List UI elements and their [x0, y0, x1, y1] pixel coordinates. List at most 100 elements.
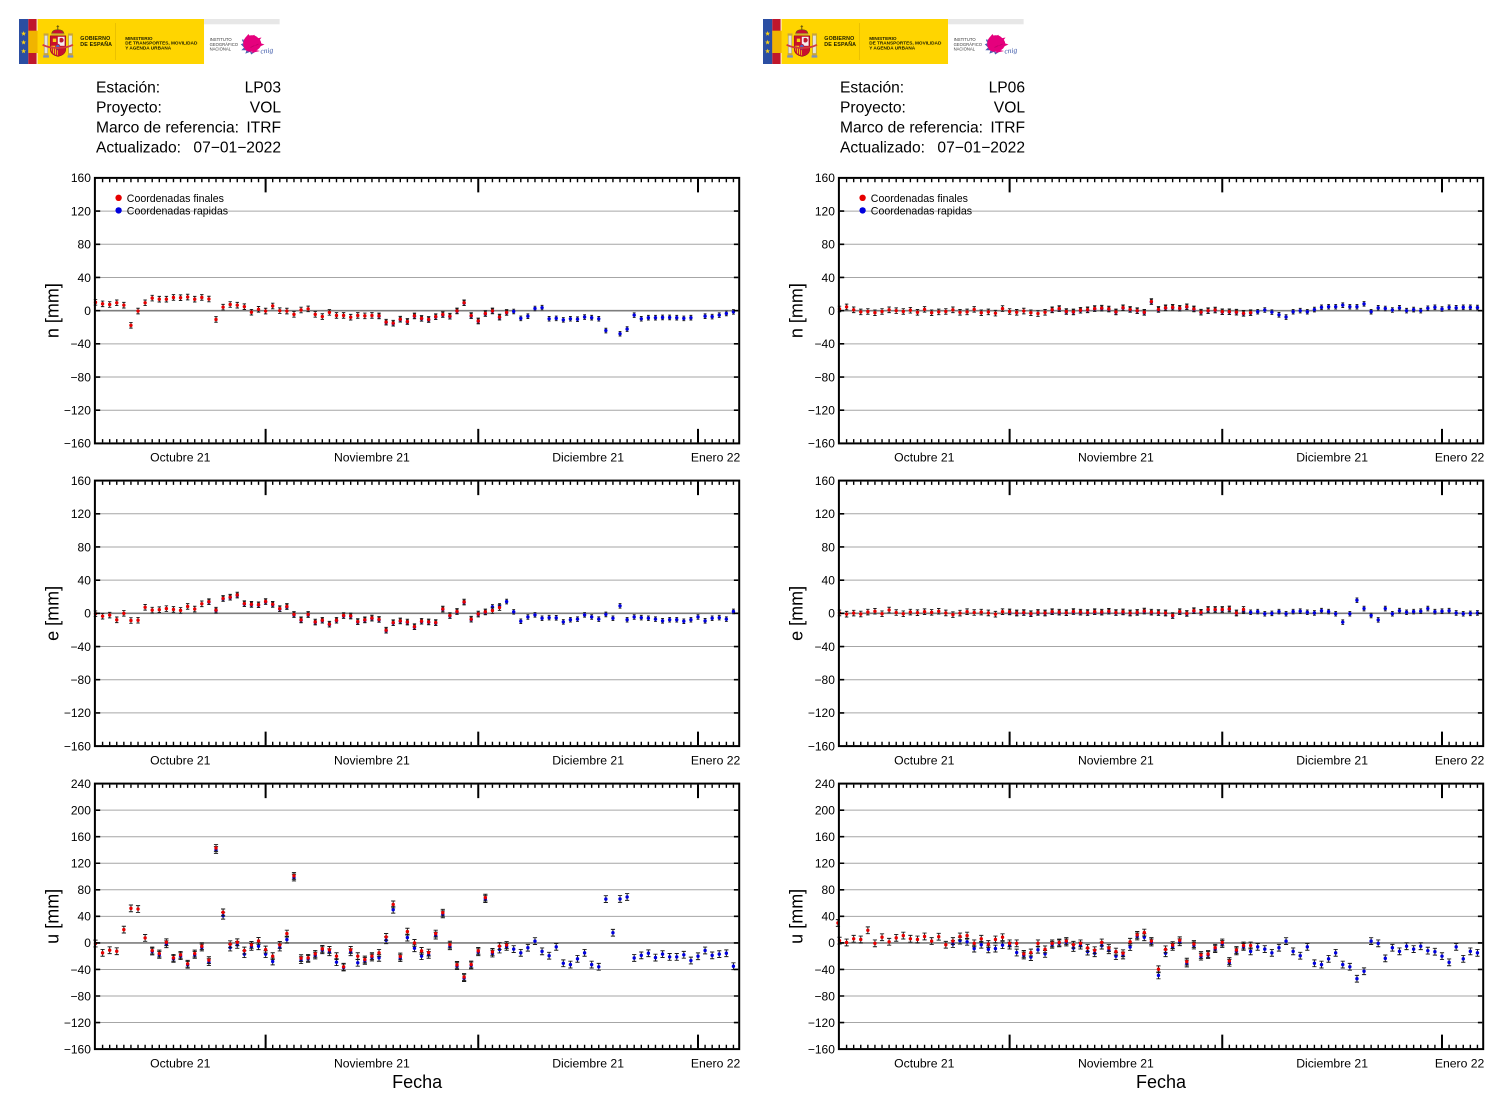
- svg-text:−120: −120: [64, 1016, 91, 1030]
- svg-text:80: 80: [78, 540, 92, 554]
- svg-text:−40: −40: [71, 640, 92, 654]
- svg-text:120: 120: [815, 204, 835, 218]
- svg-text:80: 80: [78, 883, 92, 897]
- svg-text:120: 120: [815, 507, 835, 521]
- svg-text:Actualizado:: Actualizado:: [840, 139, 925, 156]
- svg-text:Marco de referencia:: Marco de referencia:: [840, 119, 983, 136]
- svg-text:Estación:: Estación:: [840, 79, 904, 96]
- svg-text:Diciembre 21: Diciembre 21: [1296, 753, 1368, 767]
- svg-text:Enero 22: Enero 22: [691, 1056, 741, 1070]
- svg-text:0: 0: [828, 936, 835, 950]
- svg-text:Diciembre 21: Diciembre 21: [552, 451, 624, 465]
- svg-text:DE TRANSPORTES, MOVILIDAD: DE TRANSPORTES, MOVILIDAD: [125, 41, 198, 46]
- svg-text:u [mm]: u [mm]: [787, 889, 807, 944]
- svg-text:Diciembre 21: Diciembre 21: [552, 753, 624, 767]
- svg-text:−120: −120: [808, 706, 835, 720]
- svg-text:−80: −80: [71, 673, 92, 687]
- svg-text:160: 160: [71, 474, 91, 488]
- svg-text:Proyecto:: Proyecto:: [840, 99, 906, 116]
- svg-text:e [mm]: e [mm]: [43, 586, 63, 641]
- svg-text:−40: −40: [71, 963, 92, 977]
- svg-text:LP03: LP03: [245, 79, 281, 96]
- svg-text:INSTITUTO: INSTITUTO: [210, 37, 233, 42]
- svg-text:160: 160: [815, 830, 835, 844]
- svg-text:40: 40: [822, 910, 836, 924]
- svg-text:NACIONAL: NACIONAL: [954, 47, 976, 52]
- svg-text:Enero 22: Enero 22: [691, 753, 741, 767]
- svg-text:−120: −120: [64, 706, 91, 720]
- svg-text:LP06: LP06: [989, 79, 1025, 96]
- svg-text:Actualizado:: Actualizado:: [96, 139, 181, 156]
- svg-text:Noviembre 21: Noviembre 21: [334, 753, 410, 767]
- svg-text:Octubre 21: Octubre 21: [894, 753, 955, 767]
- svg-text:NACIONAL: NACIONAL: [210, 47, 232, 52]
- svg-text:DE ESPAÑA: DE ESPAÑA: [80, 41, 112, 48]
- svg-text:40: 40: [822, 573, 836, 587]
- svg-text:Octubre 21: Octubre 21: [894, 1056, 955, 1070]
- svg-text:Diciembre 21: Diciembre 21: [552, 1056, 624, 1070]
- svg-text:0: 0: [828, 304, 835, 318]
- svg-text:MINISTERIO: MINISTERIO: [869, 36, 897, 41]
- svg-text:ITRF: ITRF: [246, 119, 281, 136]
- svg-text:0: 0: [84, 304, 91, 318]
- svg-text:160: 160: [71, 830, 91, 844]
- svg-text:VOL: VOL: [994, 99, 1026, 116]
- svg-text:−40: −40: [815, 337, 836, 351]
- svg-text:n [mm]: n [mm]: [787, 283, 807, 338]
- svg-text:Proyecto:: Proyecto:: [96, 99, 162, 116]
- svg-text:Y AGENDA URBANA: Y AGENDA URBANA: [125, 46, 172, 51]
- svg-text:160: 160: [71, 171, 91, 185]
- svg-text:Fecha: Fecha: [1136, 1072, 1187, 1092]
- svg-text:120: 120: [71, 507, 91, 521]
- svg-text:80: 80: [822, 883, 836, 897]
- svg-text:07−01−2022: 07−01−2022: [193, 139, 281, 156]
- svg-text:cnig: cnig: [260, 45, 274, 55]
- svg-text:GOBIERNO: GOBIERNO: [824, 36, 854, 42]
- svg-text:80: 80: [78, 238, 92, 252]
- svg-text:Noviembre 21: Noviembre 21: [334, 1056, 410, 1070]
- svg-text:40: 40: [78, 573, 92, 587]
- svg-text:Enero 22: Enero 22: [1435, 451, 1485, 465]
- svg-text:Fecha: Fecha: [392, 1072, 443, 1092]
- svg-text:200: 200: [815, 803, 835, 817]
- svg-text:Enero 22: Enero 22: [1435, 753, 1485, 767]
- svg-text:Diciembre 21: Diciembre 21: [1296, 1056, 1368, 1070]
- svg-text:−160: −160: [64, 437, 91, 451]
- svg-text:0: 0: [84, 936, 91, 950]
- svg-text:Enero 22: Enero 22: [1435, 1056, 1485, 1070]
- svg-text:Coordenadas finales: Coordenadas finales: [127, 193, 224, 205]
- svg-text:Diciembre 21: Diciembre 21: [1296, 451, 1368, 465]
- svg-text:MINISTERIO: MINISTERIO: [125, 36, 153, 41]
- svg-text:Marco de referencia:: Marco de referencia:: [96, 119, 239, 136]
- svg-text:120: 120: [71, 857, 91, 871]
- svg-text:Octubre 21: Octubre 21: [150, 753, 211, 767]
- svg-text:VOL: VOL: [250, 99, 282, 116]
- svg-text:DE ESPAÑA: DE ESPAÑA: [824, 41, 856, 48]
- svg-text:Noviembre 21: Noviembre 21: [1078, 1056, 1154, 1070]
- svg-text:Coordenadas finales: Coordenadas finales: [871, 193, 968, 205]
- svg-text:160: 160: [815, 171, 835, 185]
- svg-text:−80: −80: [71, 370, 92, 384]
- svg-text:−160: −160: [808, 437, 835, 451]
- svg-text:07−01−2022: 07−01−2022: [937, 139, 1025, 156]
- svg-text:Coordenadas rapidas: Coordenadas rapidas: [127, 206, 228, 218]
- svg-text:−160: −160: [808, 739, 835, 753]
- svg-text:240: 240: [815, 777, 835, 791]
- svg-text:−160: −160: [64, 739, 91, 753]
- svg-text:−120: −120: [808, 404, 835, 418]
- svg-text:0: 0: [84, 607, 91, 621]
- svg-text:120: 120: [815, 857, 835, 871]
- svg-text:Estación:: Estación:: [96, 79, 160, 96]
- svg-text:GEOGRÁFICO: GEOGRÁFICO: [954, 42, 983, 47]
- svg-text:0: 0: [828, 607, 835, 621]
- svg-text:Noviembre 21: Noviembre 21: [1078, 753, 1154, 767]
- svg-text:240: 240: [71, 777, 91, 791]
- svg-text:−40: −40: [815, 963, 836, 977]
- svg-text:80: 80: [822, 238, 836, 252]
- svg-text:40: 40: [78, 910, 92, 924]
- svg-text:ITRF: ITRF: [990, 119, 1025, 136]
- svg-text:−80: −80: [815, 989, 836, 1003]
- svg-text:DE TRANSPORTES, MOVILIDAD: DE TRANSPORTES, MOVILIDAD: [869, 41, 942, 46]
- svg-text:−120: −120: [64, 404, 91, 418]
- svg-text:Y AGENDA URBANA: Y AGENDA URBANA: [869, 46, 916, 51]
